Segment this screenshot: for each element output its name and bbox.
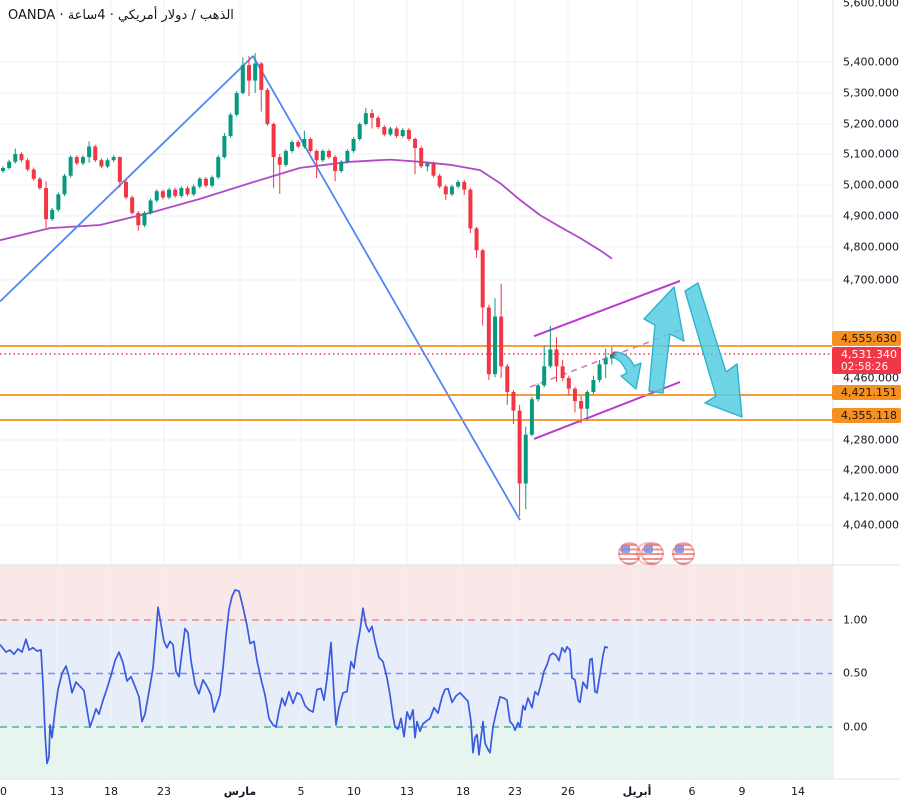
time-label: 10 xyxy=(347,785,361,798)
current-price-tag[interactable]: 4,531.340 02:58:26 xyxy=(832,346,901,374)
price-tick: 4,900.000 xyxy=(843,209,899,223)
time-label: 18 xyxy=(456,785,470,798)
price-level-tag[interactable]: 4,355.118 xyxy=(832,407,901,423)
countdown-timer: 02:58:26 xyxy=(841,360,889,373)
oscillator-bands xyxy=(0,565,832,779)
price-tick: 5,000.000 xyxy=(843,178,899,192)
price-tick: 4,800.000 xyxy=(843,240,899,254)
price-tick: 4,460.000 xyxy=(843,371,899,385)
price-tick: 4,700.000 xyxy=(843,273,899,287)
time-label: 13 xyxy=(50,785,64,798)
price-tick: 5,600.000 xyxy=(843,0,899,10)
price-tick: 4,120.000 xyxy=(843,490,899,504)
annotation-arrows xyxy=(613,282,743,418)
time-label: 23 xyxy=(157,785,171,798)
oscillator-line xyxy=(0,589,609,765)
time-label: 18 xyxy=(104,785,118,798)
small-down-arrow[interactable] xyxy=(613,351,642,390)
time-label: مارس xyxy=(223,785,257,798)
price-tick: 5,100.000 xyxy=(843,147,899,161)
time-label: 6 xyxy=(688,785,696,798)
symbol-title[interactable]: الذهب / دولار أمريكي · 4ساعة · OANDA xyxy=(8,8,234,23)
trend-line-blue xyxy=(0,55,521,521)
us-flag-icon[interactable] xyxy=(641,542,664,565)
price-tick: 4,280.000 xyxy=(843,433,899,447)
time-label: 5 xyxy=(297,785,305,798)
big-down-arrow[interactable] xyxy=(684,282,743,418)
time-label: 10 xyxy=(0,785,7,798)
price-tick: 5,300.000 xyxy=(843,86,899,100)
oscillator-tick: 1.00 xyxy=(843,613,868,627)
time-label: 23 xyxy=(508,785,522,798)
us-flag-icon[interactable] xyxy=(672,542,695,565)
price-tick: 5,400.000 xyxy=(843,55,899,69)
candles xyxy=(1,53,614,517)
price-tick: 4,200.000 xyxy=(843,463,899,477)
time-label: 14 xyxy=(791,785,805,798)
time-label: أبريل xyxy=(622,785,652,798)
time-label: 13 xyxy=(400,785,414,798)
price-tick: 4,040.000 xyxy=(843,518,899,532)
time-label: 9 xyxy=(738,785,746,798)
big-up-arrow[interactable] xyxy=(643,286,685,394)
oscillator-levels xyxy=(0,619,832,728)
gridlines xyxy=(0,0,832,779)
price-tick: 5,200.000 xyxy=(843,117,899,131)
price-level-lines xyxy=(0,345,832,421)
oscillator-tick: 0.00 xyxy=(843,720,868,734)
price-level-tag[interactable]: 4,421.151 xyxy=(832,384,901,400)
time-label: 26 xyxy=(561,785,575,798)
price-level-tag[interactable]: 4,555.630 xyxy=(832,330,901,346)
oscillator-tick: 0.50 xyxy=(843,666,868,680)
ma-line xyxy=(0,158,613,260)
